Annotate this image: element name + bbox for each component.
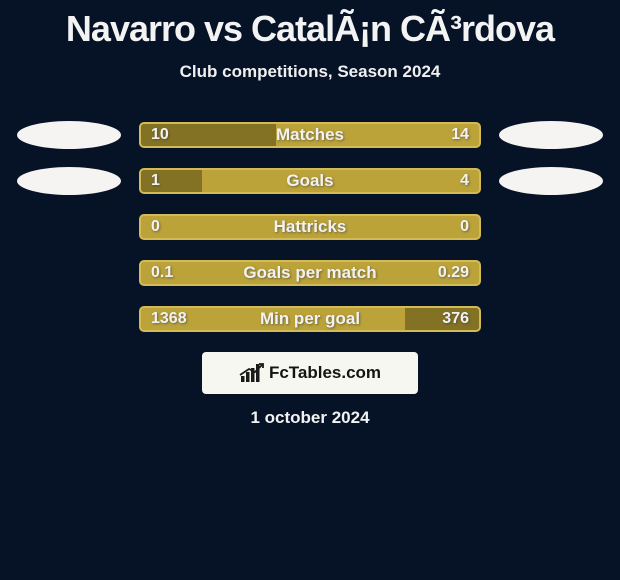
stat-left-value: 10 [151, 126, 169, 144]
stat-bar: 1368 Min per goal 376 [139, 306, 481, 332]
stat-right-value: 14 [451, 126, 469, 144]
right-ellipse-icon [499, 121, 603, 149]
stat-left-value: 0 [151, 218, 160, 236]
chart-arrow-icon [239, 362, 265, 384]
stat-bar: 0 Hattricks 0 [139, 214, 481, 240]
stat-row: 1 Goals 4 [0, 168, 620, 194]
stat-right-value: 0.29 [438, 264, 469, 282]
stat-left-value: 1 [151, 172, 160, 190]
right-ellipse-icon [499, 167, 603, 195]
brand-logo: FcTables.com [202, 352, 418, 394]
stat-row: 10 Matches 14 [0, 122, 620, 148]
stat-row: 1368 Min per goal 376 [0, 306, 620, 332]
brand-text: FcTables.com [269, 363, 381, 383]
left-ellipse-icon [17, 121, 121, 149]
page-title: Navarro vs CatalÃ¡n CÃ³rdova [0, 8, 620, 50]
stat-label: Goals [286, 171, 333, 191]
comparison-infographic: Navarro vs CatalÃ¡n CÃ³rdova Club compet… [0, 0, 620, 428]
stat-bar: 0.1 Goals per match 0.29 [139, 260, 481, 286]
stat-label: Goals per match [243, 263, 376, 283]
stat-row: 0 Hattricks 0 [0, 214, 620, 240]
stat-bar: 10 Matches 14 [139, 122, 481, 148]
page-subtitle: Club competitions, Season 2024 [0, 62, 620, 82]
date-label: 1 october 2024 [0, 408, 620, 428]
left-ellipse-icon [17, 167, 121, 195]
stat-left-value: 1368 [151, 310, 187, 328]
stat-right-value: 376 [442, 310, 469, 328]
stat-right-value: 0 [460, 218, 469, 236]
stat-label: Min per goal [260, 309, 360, 329]
stat-left-value: 0.1 [151, 264, 173, 282]
stat-label: Matches [276, 125, 344, 145]
stat-label: Hattricks [274, 217, 347, 237]
stat-rows: 10 Matches 14 1 Goals 4 0 Hatt [0, 122, 620, 332]
stat-right-value: 4 [460, 172, 469, 190]
stat-bar: 1 Goals 4 [139, 168, 481, 194]
stat-row: 0.1 Goals per match 0.29 [0, 260, 620, 286]
